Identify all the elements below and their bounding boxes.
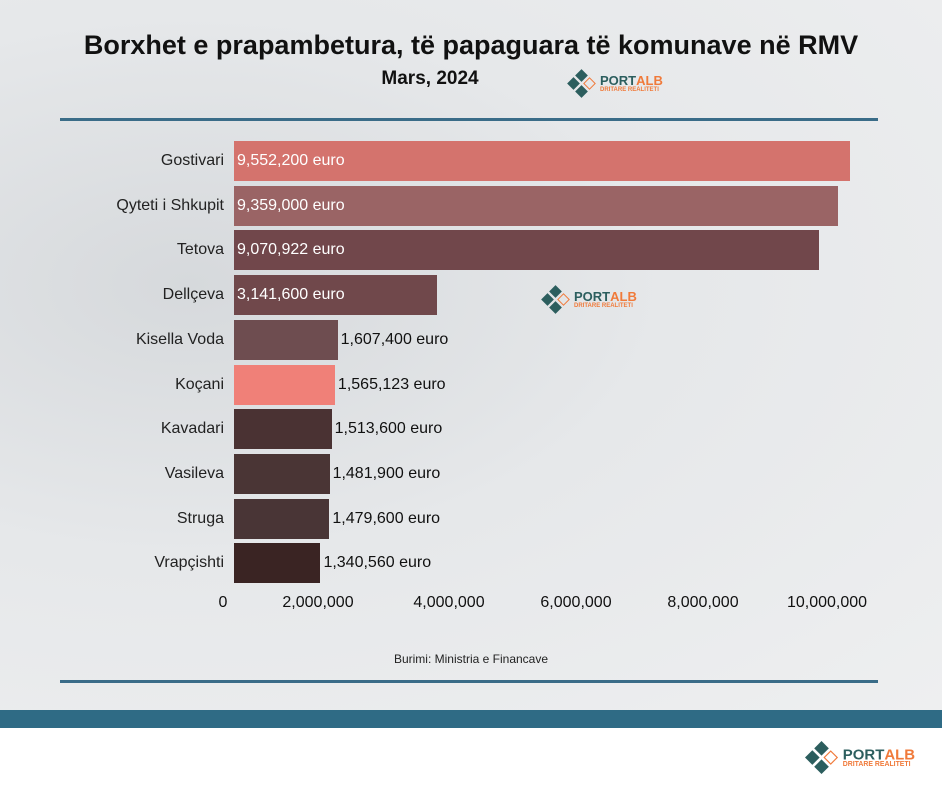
bar <box>234 275 437 316</box>
bar <box>234 230 819 271</box>
value-label: 9,552,200 euro <box>237 152 345 169</box>
category-label: Koçani <box>175 375 224 393</box>
top-divider <box>60 118 878 121</box>
chart-title: Borxhet e prapambetura, të papaguara të … <box>83 30 859 60</box>
x-tick-label: 2,000,000 <box>282 594 354 611</box>
value-label: 1,340,560 euro <box>323 554 432 572</box>
bar <box>234 364 335 405</box>
value-label: 1,479,600 euro <box>332 509 441 527</box>
footer-strip <box>0 710 942 728</box>
x-tick-label: 10,000,000 <box>786 594 868 611</box>
category-label: Vasileva <box>164 464 224 482</box>
x-tick-label: 8,000,000 <box>667 594 739 611</box>
portalb-logo-watermark: PORTALB DRITARE REALITETI <box>541 285 637 314</box>
category-label: Struga <box>176 509 224 527</box>
bar <box>234 141 850 181</box>
category-label: Tetova <box>176 241 224 259</box>
bar <box>234 498 330 539</box>
portalb-logo-footer: PORTALB DRITARE REALITETI <box>805 741 915 775</box>
x-tick-label: 6,000,000 <box>540 594 612 611</box>
value-label: 3,141,600 euro <box>237 286 345 304</box>
x-tick-label: 0 <box>218 594 228 611</box>
category-label: Kisella Voda <box>135 330 224 348</box>
category-label: Kavadari <box>160 420 224 438</box>
source-note: Burimi: Ministria e Financave <box>393 652 549 666</box>
category-label: Dellçeva <box>162 286 224 304</box>
bar <box>234 453 330 494</box>
bottom-divider <box>60 680 878 683</box>
chart-subtitle: Mars, 2024 <box>381 68 479 89</box>
value-label: 1,513,600 euro <box>334 420 443 438</box>
x-tick-label: 4,000,000 <box>413 594 485 611</box>
bar <box>234 319 338 360</box>
portalb-logo-top: PORTALB DRITARE REALITETI <box>567 69 663 98</box>
value-label: 9,070,922 euro <box>237 241 345 259</box>
value-label: 1,565,123 euro <box>337 375 446 393</box>
value-label: 9,359,000 euro <box>237 196 345 214</box>
category-label: Vrapçishti <box>154 554 224 572</box>
value-label: 1,481,900 euro <box>332 464 441 482</box>
bar <box>234 409 332 450</box>
category-label: Gostivari <box>160 152 224 169</box>
category-label: Qyteti i Shkupit <box>116 196 224 214</box>
bar <box>234 543 321 584</box>
bar <box>234 185 838 226</box>
value-label: 1,607,400 euro <box>340 330 449 348</box>
